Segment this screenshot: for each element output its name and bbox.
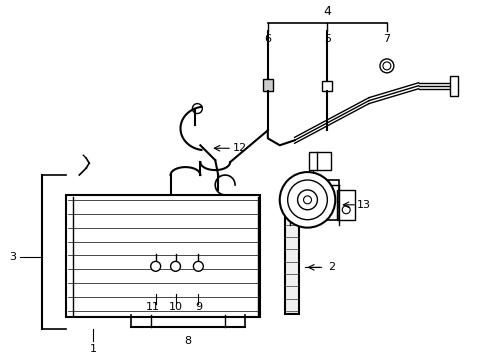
Bar — [289, 180, 339, 220]
Text: 13: 13 — [356, 200, 370, 210]
Text: 7: 7 — [383, 34, 389, 44]
Circle shape — [297, 190, 317, 210]
Text: 6: 6 — [264, 34, 271, 44]
Bar — [309, 152, 331, 170]
Circle shape — [192, 104, 202, 113]
Bar — [66, 195, 259, 317]
Bar — [322, 81, 332, 91]
Text: 4: 4 — [323, 5, 330, 18]
Circle shape — [279, 172, 335, 228]
Bar — [284, 195, 298, 314]
Text: 12: 12 — [232, 143, 246, 153]
Text: 5: 5 — [323, 34, 330, 44]
Circle shape — [342, 206, 349, 214]
Text: 3: 3 — [9, 252, 16, 262]
Text: 8: 8 — [183, 336, 191, 346]
Circle shape — [379, 59, 393, 73]
Bar — [337, 190, 354, 220]
Bar — [263, 79, 272, 91]
Circle shape — [170, 261, 180, 271]
Circle shape — [287, 180, 326, 220]
Text: 9: 9 — [194, 302, 202, 312]
Text: 10: 10 — [168, 302, 182, 312]
Circle shape — [150, 261, 161, 271]
Text: 1: 1 — [89, 344, 97, 354]
Bar — [449, 76, 457, 96]
Circle shape — [382, 62, 390, 70]
Text: 2: 2 — [327, 262, 334, 272]
Circle shape — [193, 261, 203, 271]
Text: 11: 11 — [145, 302, 160, 312]
Circle shape — [303, 196, 311, 204]
